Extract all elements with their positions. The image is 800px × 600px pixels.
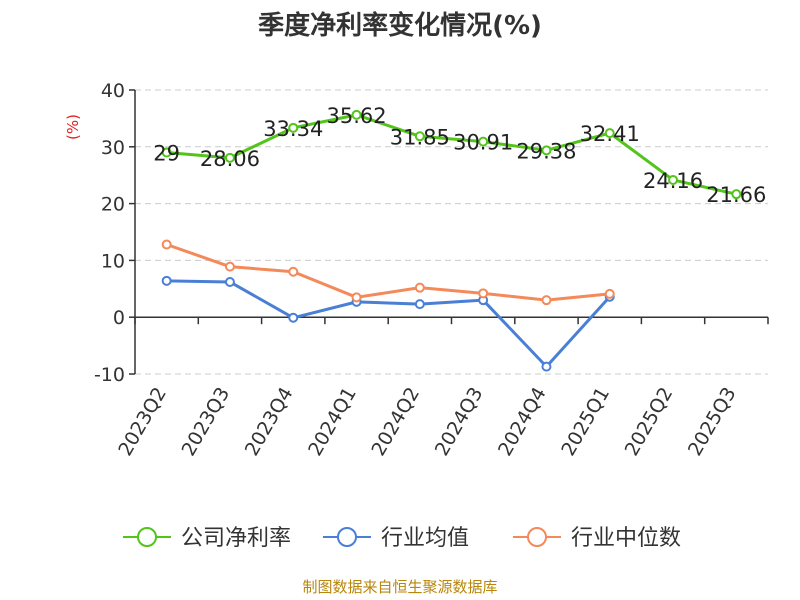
series-line <box>166 279 611 369</box>
chart-title: 季度净利率变化情况(%) <box>258 10 542 41</box>
data-point[interactable] <box>224 276 235 287</box>
x-tick-label: 2024Q2 <box>367 384 424 460</box>
data-point[interactable] <box>541 145 552 156</box>
y-tick-label: -10 <box>94 364 125 386</box>
x-tick-label: 2023Q4 <box>241 384 298 460</box>
y-tick-label: 30 <box>101 137 125 159</box>
data-point[interactable] <box>161 239 172 250</box>
data-point[interactable] <box>478 136 489 147</box>
legend-swatch-marker <box>137 527 157 547</box>
y-tick-label: 40 <box>101 80 125 102</box>
data-label: 29 <box>153 141 180 165</box>
data-label: 30.91 <box>453 131 513 155</box>
data-point[interactable] <box>224 152 235 163</box>
x-tick-label: 2025Q3 <box>684 384 741 460</box>
data-point[interactable] <box>351 292 362 303</box>
source-note: 制图数据来自恒生聚源数据库 <box>302 578 497 596</box>
data-point[interactable] <box>414 282 425 293</box>
x-tick-label: 2025Q1 <box>557 384 614 460</box>
legend-label: 公司净利率 <box>181 526 291 551</box>
legend-label: 行业均值 <box>381 526 469 551</box>
grid-layer <box>135 89 768 375</box>
data-point[interactable] <box>351 109 362 120</box>
data-label: 33.34 <box>263 117 323 141</box>
y-tick-label: 20 <box>101 194 125 216</box>
data-point[interactable] <box>604 128 615 139</box>
data-label: 29.38 <box>516 139 576 163</box>
y-axis-unit: (%) <box>64 114 82 140</box>
data-point[interactable] <box>541 295 552 306</box>
data-label: 35.62 <box>326 104 386 128</box>
legend-swatch-marker <box>337 527 357 547</box>
y-tick-label: 0 <box>113 307 125 329</box>
data-point[interactable] <box>288 122 299 133</box>
x-tick-label: 2023Q2 <box>114 384 171 460</box>
legend-swatch-marker <box>527 527 547 547</box>
y-tick-label: 10 <box>101 250 125 272</box>
legend-item-0[interactable]: 公司净利率 <box>123 526 291 551</box>
series-2 <box>161 239 615 306</box>
series-line <box>166 243 610 302</box>
data-point[interactable] <box>478 288 489 299</box>
data-label: 31.85 <box>390 125 450 149</box>
data-point[interactable] <box>288 266 299 277</box>
data-point[interactable] <box>541 361 552 372</box>
x-tick-label: 2024Q3 <box>431 384 488 460</box>
data-label: 21.66 <box>706 183 766 207</box>
data-point[interactable] <box>604 288 615 299</box>
x-tick-label: 2024Q1 <box>304 384 361 460</box>
data-point[interactable] <box>161 275 172 286</box>
data-point[interactable] <box>288 312 299 323</box>
series-line <box>166 113 737 196</box>
data-label: 32.41 <box>580 122 640 146</box>
data-point[interactable] <box>161 147 172 158</box>
data-point[interactable] <box>414 131 425 142</box>
x-tick-label: 2025Q2 <box>621 384 678 460</box>
legend-item-2[interactable]: 行业中位数 <box>513 526 681 551</box>
x-tick-label: 2024Q4 <box>494 384 551 460</box>
data-point[interactable] <box>731 189 742 200</box>
data-label: 28.06 <box>200 147 260 171</box>
data-point[interactable] <box>224 261 235 272</box>
data-label: 24.16 <box>643 169 703 193</box>
legend-label: 行业中位数 <box>571 526 681 551</box>
data-point[interactable] <box>414 299 425 310</box>
legend[interactable]: 公司净利率 行业均值 行业中位数 <box>123 526 681 551</box>
data-point[interactable] <box>668 174 679 185</box>
x-tick-label: 2023Q3 <box>178 384 235 460</box>
legend-item-1[interactable]: 行业均值 <box>323 526 469 551</box>
